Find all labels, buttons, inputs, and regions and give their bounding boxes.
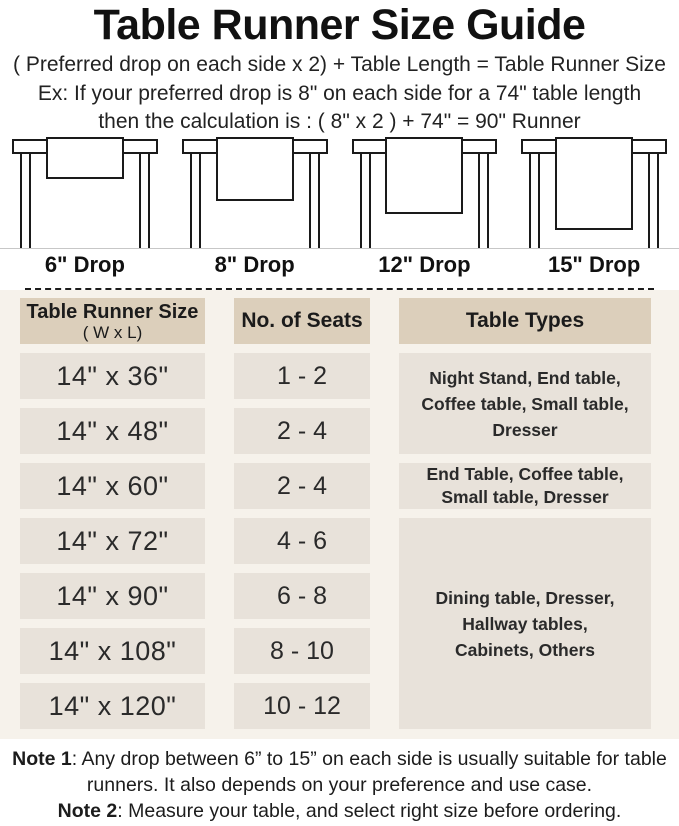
- table-types-text: Dining table, Dresser, Hallway tables, C…: [435, 587, 615, 660]
- size-table: Table Runner Size ( W x L) No. of Seats …: [20, 298, 679, 729]
- note-2: Note 2: Measure your table, and select r…: [0, 798, 679, 824]
- table-leg-icon: [189, 151, 201, 248]
- size-value: 14" x 120": [20, 683, 205, 729]
- size-value: 14" x 108": [20, 628, 205, 674]
- size-value: 14" x 90": [20, 573, 205, 619]
- runner-icon: [555, 137, 634, 230]
- note-2-label: Note 2: [57, 800, 118, 822]
- table-leg-icon: [20, 151, 31, 248]
- drop-labels-row: 6" Drop 8" Drop 12" Drop 15" Drop: [0, 249, 679, 280]
- formula-text: ( Preferred drop on each side x 2) + Tab…: [13, 53, 666, 76]
- guide-header: Table Runner Size Guide ( Preferred drop…: [0, 0, 679, 136]
- note-2-text: : Measure your table, and select right s…: [117, 800, 622, 822]
- col-header-types: Table Types: [399, 298, 651, 344]
- col-header-seats: No. of Seats: [234, 298, 370, 344]
- runner-icon: [385, 137, 464, 214]
- page-title: Table Runner Size Guide: [93, 1, 586, 49]
- seats-value: 6 - 8: [234, 573, 370, 619]
- drop-label-15: 15" Drop: [547, 251, 641, 277]
- table-types-group: Night Stand, End table, Coffee table, Sm…: [399, 353, 651, 454]
- drop-diagrams-row: [0, 136, 679, 249]
- size-value: 14" x 36": [20, 353, 205, 399]
- size-value: 14" x 48": [20, 408, 205, 454]
- seats-value: 8 - 10: [234, 628, 370, 674]
- note-1-text: : Any drop between 6” to 15” on each sid…: [71, 748, 667, 796]
- seats-value: 10 - 12: [234, 683, 370, 729]
- example-line-1: Ex: If your preferred drop is 8" on each…: [37, 82, 642, 105]
- drop-label-6: 6" Drop: [44, 251, 125, 277]
- table-drop-diagram-6: [0, 136, 170, 248]
- table-leg-icon: [359, 151, 371, 248]
- runner-icon: [45, 137, 124, 179]
- example-line-2: then the calculation is : ( 8" x 2 ) + 7…: [98, 110, 581, 133]
- table-drop-diagram-8: [170, 136, 340, 248]
- size-value: 14" x 60": [20, 463, 205, 509]
- table-types-text: End Table, Coffee table, Small table, Dr…: [426, 464, 624, 507]
- notes-section: Note 1: Any drop between 6” to 15” on ea…: [0, 739, 679, 824]
- drop-label-12: 12" Drop: [378, 251, 471, 277]
- table-leg-icon: [478, 151, 490, 248]
- col-header-runner-size-title: Table Runner Size: [26, 300, 199, 323]
- table-leg-icon: [648, 151, 659, 248]
- seats-value: 2 - 4: [234, 408, 370, 454]
- seats-value: 4 - 6: [234, 518, 370, 564]
- dashed-divider: [25, 288, 654, 290]
- note-1: Note 1: Any drop between 6” to 15” on ea…: [0, 746, 679, 798]
- col-header-runner-size-sub: ( W x L): [82, 322, 143, 342]
- table-leg-icon: [138, 151, 150, 248]
- table-drop-diagram-15: [509, 136, 679, 248]
- table-types-group: End Table, Coffee table, Small table, Dr…: [399, 463, 651, 509]
- seats-value: 2 - 4: [234, 463, 370, 509]
- table-drop-diagram-12: [340, 136, 510, 248]
- size-value: 14" x 72": [20, 518, 205, 564]
- table-types-text: Night Stand, End table, Coffee table, Sm…: [421, 367, 629, 440]
- table-leg-icon: [308, 151, 320, 248]
- seats-value: 1 - 2: [234, 353, 370, 399]
- col-header-runner-size: Table Runner Size ( W x L): [20, 298, 205, 344]
- drop-label-8: 8" Drop: [214, 251, 295, 277]
- runner-icon: [215, 137, 294, 201]
- size-table-section: Table Runner Size ( W x L) No. of Seats …: [0, 290, 679, 739]
- note-1-label: Note 1: [12, 748, 72, 770]
- table-types-group: Dining table, Dresser, Hallway tables, C…: [399, 518, 651, 729]
- table-leg-icon: [529, 151, 541, 248]
